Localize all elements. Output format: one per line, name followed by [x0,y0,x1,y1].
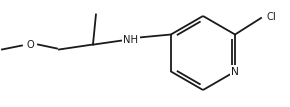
Text: O: O [26,39,34,50]
Text: NH: NH [124,34,138,45]
Text: N: N [231,66,239,77]
Text: Cl: Cl [266,11,276,22]
